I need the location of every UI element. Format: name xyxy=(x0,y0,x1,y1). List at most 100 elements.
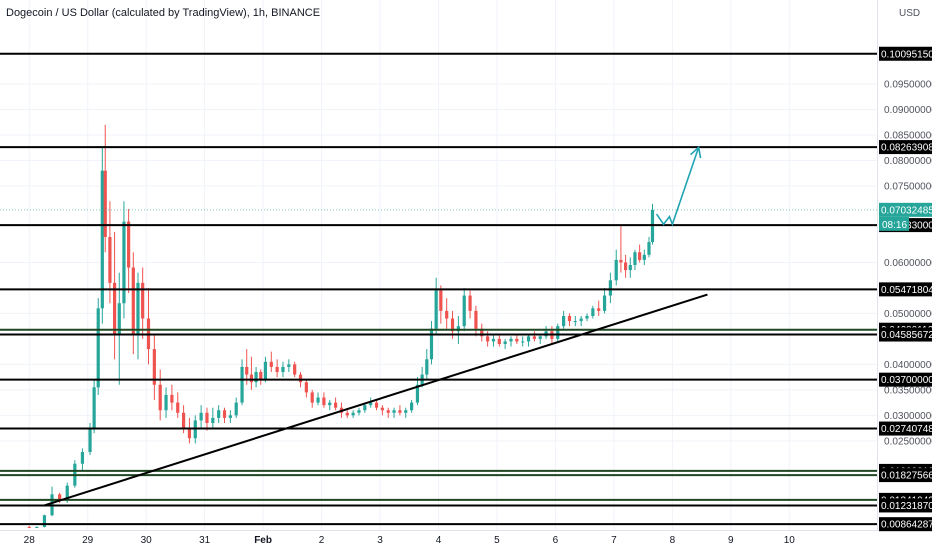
candle-body xyxy=(556,326,560,339)
candle-body xyxy=(112,282,117,334)
candle-body xyxy=(176,402,180,413)
x-tick-label: 28 xyxy=(24,535,36,546)
candle-body xyxy=(480,328,484,337)
candle-body xyxy=(103,170,107,237)
candle-body xyxy=(526,336,531,342)
projection-arrow xyxy=(655,147,700,227)
y-tick-label: 0.05000000 xyxy=(884,309,932,320)
x-tick-label: 29 xyxy=(82,535,94,546)
trendline xyxy=(43,293,708,507)
chart-grid xyxy=(0,0,877,530)
x-tick-label: 9 xyxy=(728,535,734,546)
candle-body xyxy=(228,415,232,418)
candle-body xyxy=(310,392,314,403)
candle-body xyxy=(80,452,85,464)
candle-body xyxy=(509,338,513,342)
level-price-box xyxy=(879,468,932,483)
level-price-label: 0.00864287 xyxy=(881,520,932,531)
candle-body xyxy=(240,366,244,403)
candle-body xyxy=(474,310,478,329)
candle-body xyxy=(633,252,637,265)
countdown-label: 08:16 xyxy=(882,220,907,231)
candle-body xyxy=(100,170,104,309)
level-price-box xyxy=(879,498,932,513)
candle-body xyxy=(333,402,338,408)
candle-body xyxy=(468,295,472,311)
candle-body xyxy=(127,221,131,268)
level-price-box xyxy=(879,140,932,155)
candle-body xyxy=(415,384,420,403)
candles xyxy=(27,124,655,528)
y-tick-label: 0.09000000 xyxy=(884,105,932,116)
candle-body xyxy=(287,364,291,367)
candle-body xyxy=(345,412,349,416)
level-price-label: 0.05471804 xyxy=(881,285,932,296)
candle-body xyxy=(380,407,384,411)
y-tick-label: 0.02500000 xyxy=(884,436,932,447)
candle-body xyxy=(211,417,215,423)
level-price-box xyxy=(879,372,932,387)
y-tick-label: 0.03500000 xyxy=(884,385,932,396)
candle-body xyxy=(497,338,501,344)
candle-body xyxy=(254,372,258,383)
x-tick-label: 8 xyxy=(670,535,676,546)
candle-body xyxy=(58,494,62,500)
candle-body xyxy=(562,315,566,327)
candle-body xyxy=(392,410,396,413)
last-price-box xyxy=(879,202,932,217)
countdown-box xyxy=(879,216,909,231)
candle-body xyxy=(579,318,583,322)
level-price-box xyxy=(879,46,932,61)
candle-body xyxy=(269,361,273,367)
price-axis[interactable]: 0.09500000 0.09000000 0.08500000 0.08000000… xyxy=(884,80,932,448)
candle-body xyxy=(410,402,414,411)
time-axis[interactable]: 28 29 30 31 Feb 2 3 4 5 6 7 8 9 10 xyxy=(24,535,796,546)
candle-body xyxy=(96,308,100,388)
candle-body xyxy=(619,259,623,263)
x-tick-label: 10 xyxy=(784,535,796,546)
candle-body xyxy=(293,364,297,375)
candle-body xyxy=(92,387,96,429)
level-price-label: 0.02740748 xyxy=(881,424,932,435)
candle-body xyxy=(27,526,31,528)
candle-body xyxy=(357,410,361,413)
candle-body xyxy=(322,397,326,406)
candle-body xyxy=(538,336,542,339)
candle-body xyxy=(374,402,379,408)
candle-body xyxy=(456,326,460,332)
candle-body xyxy=(363,405,367,411)
candle-body xyxy=(328,402,332,406)
candle-body xyxy=(222,410,227,418)
currency-label: USD xyxy=(899,8,920,19)
y-tick-label: 0.03000000 xyxy=(884,411,932,422)
candle-body xyxy=(608,280,612,296)
candle-body xyxy=(503,341,507,344)
x-tick-label: 2 xyxy=(319,535,325,546)
candle-body xyxy=(249,374,254,383)
candle-body xyxy=(439,290,443,311)
last-price-label: 0.07032485 xyxy=(881,205,932,216)
candle-body xyxy=(259,372,263,380)
candle-body xyxy=(152,349,156,385)
x-tick-label: 31 xyxy=(199,535,211,546)
price-labels: 0.100951500.082639080.067330000.05471804… xyxy=(879,46,932,532)
candle-body xyxy=(434,290,438,329)
candle-body xyxy=(281,366,285,373)
candle-body xyxy=(122,221,126,304)
candle-body xyxy=(369,402,373,406)
candle-body xyxy=(263,361,268,380)
drawings[interactable] xyxy=(0,145,877,507)
candle-body xyxy=(35,526,39,528)
candle-body xyxy=(404,410,408,413)
level-price-label: 0.04585672 xyxy=(881,330,932,341)
candle-body xyxy=(88,428,92,453)
candle-body xyxy=(205,412,209,423)
level-price-label: 0.03700000 xyxy=(881,375,932,386)
candle-body xyxy=(117,303,121,334)
candle-body xyxy=(450,318,455,332)
candle-body xyxy=(638,252,642,260)
x-tick-label: 3 xyxy=(377,535,383,546)
candle-body xyxy=(316,397,320,403)
candle-body xyxy=(164,394,168,411)
